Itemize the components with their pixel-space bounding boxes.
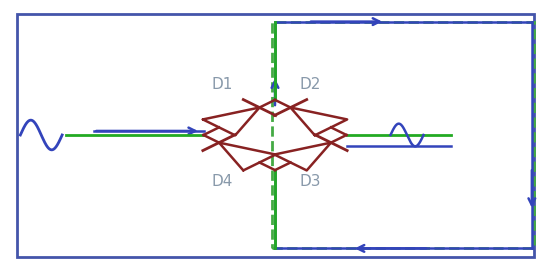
Text: D2: D2: [300, 77, 321, 92]
Text: D4: D4: [212, 174, 233, 189]
Bar: [272, 22, 534, 248]
Text: D1: D1: [212, 77, 233, 92]
Text: D3: D3: [300, 174, 321, 189]
